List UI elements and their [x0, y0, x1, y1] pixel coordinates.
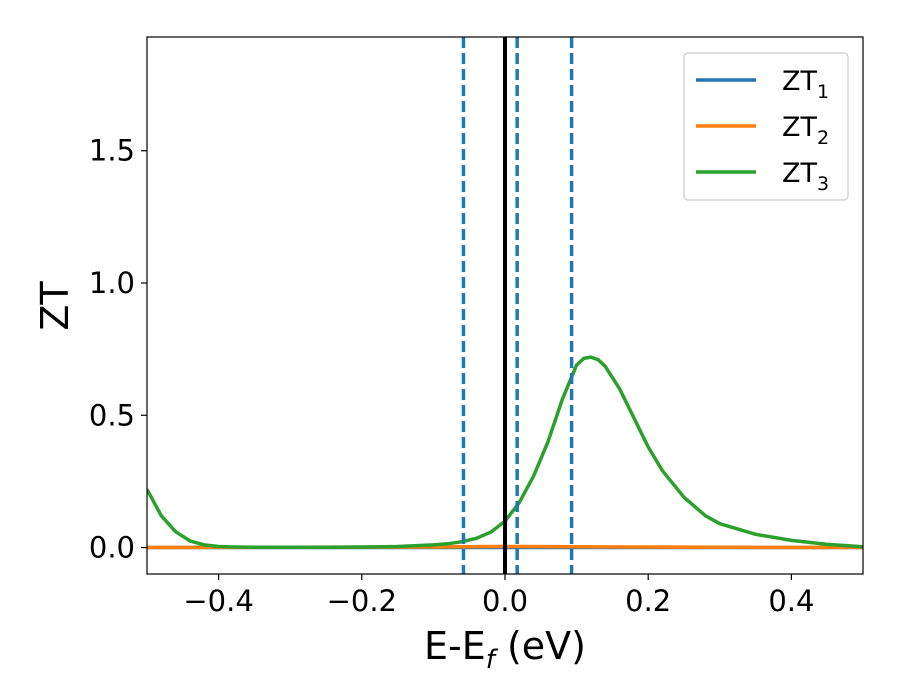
x-axis-title: E-Ef (eV) — [424, 624, 586, 675]
x-tick-label: −0.4 — [183, 584, 253, 618]
x-tick-label: 0.2 — [625, 584, 671, 618]
legend-label-zt2: ZT2 — [782, 112, 829, 149]
x-tick-label: −0.2 — [327, 584, 397, 618]
x-axis-title-unit: (eV) — [495, 624, 586, 668]
y-tick-label: 1.0 — [89, 266, 135, 300]
y-tick-label: 0.5 — [89, 398, 135, 432]
legend-box — [683, 52, 849, 201]
y-axis-title: ZT — [33, 281, 77, 331]
x-tick-label: 0.4 — [768, 584, 814, 618]
legend-label-zt1: ZT1 — [782, 66, 829, 103]
y-tick-label: 1.5 — [89, 134, 135, 168]
y-tick-label: 0.0 — [89, 531, 135, 565]
legend-label-zt3: ZT3 — [782, 158, 829, 195]
series-line-zt3 — [147, 355, 863, 550]
x-tick-label: 0.0 — [482, 584, 528, 618]
